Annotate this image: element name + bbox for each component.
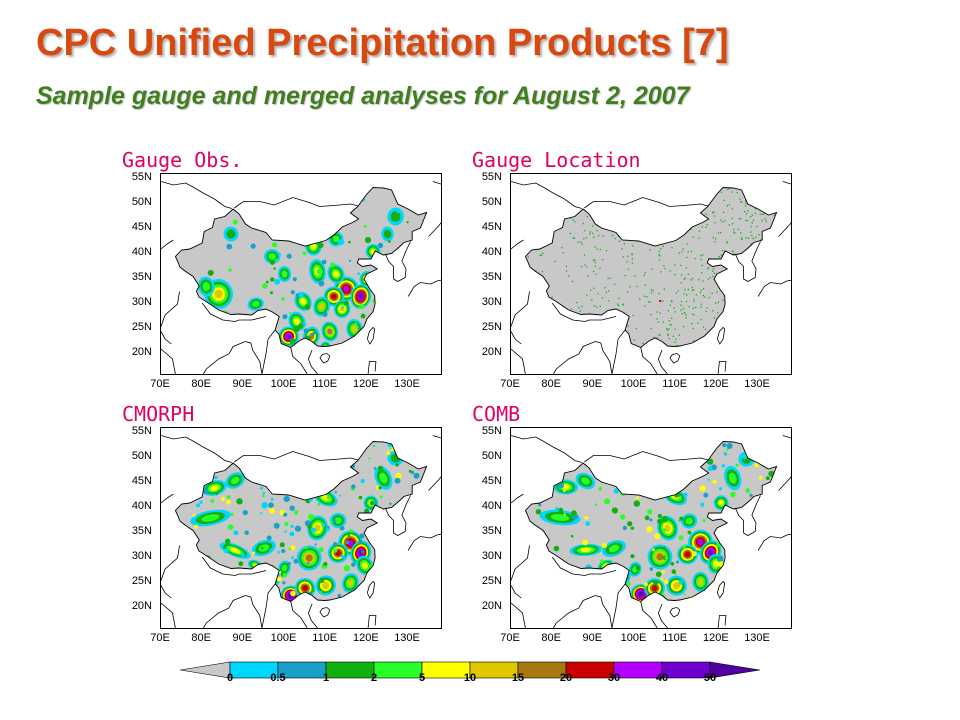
lat-tick-label: 50N (481, 196, 502, 208)
map-panel-comb: COMB 55N 50N 45N 40N 35N 30N 25N 20N 70E 80E 90E 100… (460, 402, 810, 647)
lat-tick-label: 55N (131, 425, 152, 437)
colorbar-tick-label: 1 (322, 672, 330, 684)
colorbar-segment (709, 661, 760, 679)
lat-tick-label: 30N (131, 296, 152, 308)
colorbar-tick-label: 50 (703, 672, 717, 684)
lon-tick-label: 70E (500, 378, 520, 390)
lat-tick-label: 30N (481, 550, 502, 562)
lon-tick-label: 130E (394, 632, 420, 644)
lon-tick-label: 130E (744, 632, 770, 644)
lat-tick-label: 50N (481, 450, 502, 462)
lat-tick-label: 45N (131, 475, 152, 487)
lon-tick-label: 120E (353, 632, 379, 644)
colorbar-tick-label: 40 (655, 672, 669, 684)
lat-tick-label: 25N (481, 321, 502, 333)
lat-tick-label: 45N (481, 221, 502, 233)
colorbar (180, 661, 760, 679)
lon-tick-label: 90E (582, 632, 603, 644)
precipitation-map (160, 173, 442, 375)
lat-tick-label: 40N (481, 246, 502, 258)
lat-tick-label: 25N (481, 575, 502, 587)
panel-title: Gauge Obs. (122, 148, 243, 172)
lon-tick-label: 110E (662, 632, 688, 644)
lon-tick-label: 110E (312, 378, 338, 390)
lat-tick-label: 45N (481, 475, 502, 487)
lon-tick-label: 120E (703, 632, 729, 644)
lon-tick-label: 70E (500, 632, 520, 644)
colorbar-tick-label: 10 (463, 672, 477, 684)
lon-tick-label: 90E (582, 378, 603, 390)
panel-title: COMB (472, 402, 521, 426)
colorbar-tick-label: 2 (370, 672, 378, 684)
lon-tick-label: 100E (270, 632, 297, 644)
lon-tick-label: 100E (270, 378, 297, 390)
lon-tick-label: 80E (191, 632, 211, 644)
colorbar-tick-label: 20 (559, 672, 573, 684)
lat-tick-label: 35N (131, 271, 152, 283)
lon-tick-label: 120E (703, 378, 729, 390)
colorbar-tick-label: 30 (607, 672, 621, 684)
lat-tick-label: 35N (481, 271, 502, 283)
lat-tick-label: 35N (131, 525, 152, 537)
lon-tick-label: 70E (150, 632, 170, 644)
page-subtitle: Sample gauge and merged analyses for Aug… (36, 82, 690, 110)
colorbar-tick-label: 0 (226, 672, 234, 684)
lat-tick-label: 25N (131, 321, 152, 333)
lat-tick-label: 30N (131, 550, 152, 562)
lat-tick-label: 20N (481, 346, 502, 358)
lat-tick-label: 35N (481, 525, 502, 537)
lat-tick-label: 55N (481, 171, 502, 183)
lon-tick-label: 100E (620, 632, 647, 644)
lat-tick-label: 45N (131, 221, 152, 233)
lat-tick-label: 25N (131, 575, 152, 587)
lat-tick-label: 55N (131, 171, 152, 183)
lon-tick-label: 130E (394, 378, 420, 390)
colorbar-tick-label: 15 (511, 672, 525, 684)
lat-tick-label: 20N (131, 346, 152, 358)
lon-tick-label: 90E (232, 632, 253, 644)
lon-tick-label: 80E (191, 378, 211, 390)
map-panel-location: Gauge Location 55N 50N 45N 40N 35N 30N 25N 20N 70… (460, 148, 810, 393)
lon-tick-label: 70E (150, 378, 170, 390)
panel-title: Gauge Location (472, 148, 641, 172)
colorbar-tick-label: 5 (418, 672, 426, 684)
page-title: CPC Unified Precipitation Products [7] (36, 22, 729, 64)
lat-tick-label: 40N (131, 246, 152, 258)
lon-tick-label: 120E (353, 378, 379, 390)
lon-tick-label: 110E (662, 378, 688, 390)
lon-tick-label: 90E (232, 378, 253, 390)
precipitation-map (160, 427, 442, 629)
lat-tick-label: 40N (131, 500, 152, 512)
lat-tick-label: 40N (481, 500, 502, 512)
map-panel-gauge: Gauge Obs. 55N 50N 45N 40N 35N 30N 25N 20N 70E 80E… (110, 148, 460, 393)
lon-tick-label: 130E (744, 378, 770, 390)
lat-tick-label: 20N (131, 600, 152, 612)
lat-tick-label: 30N (481, 296, 502, 308)
precipitation-map (510, 427, 792, 629)
lat-tick-label: 55N (481, 425, 502, 437)
lat-tick-label: 50N (131, 196, 152, 208)
lat-tick-label: 20N (481, 600, 502, 612)
lon-tick-label: 100E (620, 378, 647, 390)
lat-tick-label: 50N (131, 450, 152, 462)
lon-tick-label: 110E (312, 632, 338, 644)
colorbar-tick-label: 0.5 (270, 672, 286, 684)
panel-title: CMORPH (122, 402, 195, 426)
precipitation-map (510, 173, 792, 375)
lon-tick-label: 80E (541, 632, 561, 644)
lon-tick-label: 80E (541, 378, 561, 390)
map-panel-cmorph: CMORPH 55N 50N 45N 40N 35N 30N 25N 20N 70E 80E 90E 1… (110, 402, 460, 647)
